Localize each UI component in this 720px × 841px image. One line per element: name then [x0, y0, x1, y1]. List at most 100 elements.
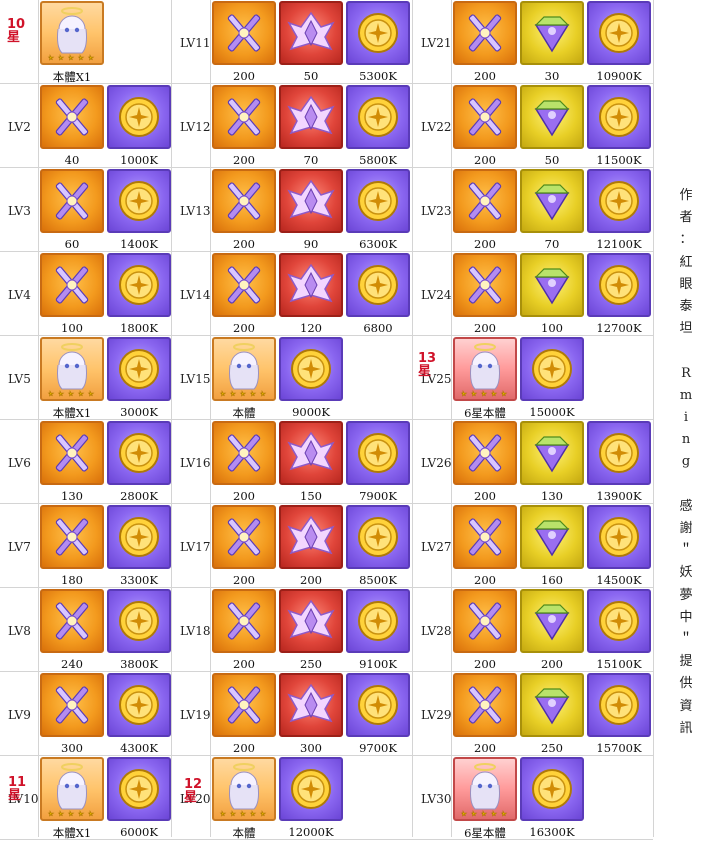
gold-coin-icon: [279, 757, 343, 821]
cost-value: 200: [233, 321, 255, 335]
cost-value: 300: [300, 741, 322, 755]
crossed-blades-icon: [40, 589, 104, 653]
winged-crystal-icon: [279, 673, 343, 737]
cost-value: 200: [474, 153, 496, 167]
credit-char: 者: [679, 210, 693, 226]
crossed-blades-icon: [453, 589, 517, 653]
row-divider: [172, 839, 413, 840]
cost-value: 15100K: [596, 657, 642, 671]
row-divider: [172, 587, 413, 588]
cost-value: 200: [474, 741, 496, 755]
cost-value: 30: [544, 69, 560, 83]
row-divider: [413, 83, 653, 84]
winged-crystal-icon: [279, 589, 343, 653]
cost-value: 200: [233, 573, 255, 587]
credit-char: 紅: [679, 254, 693, 270]
row-divider: [0, 839, 172, 840]
credit-char: [676, 340, 696, 362]
level-label: LV3: [8, 204, 31, 218]
level-label: LV7: [8, 540, 31, 554]
green-gem-icon: [520, 589, 584, 653]
row-divider: [413, 335, 653, 336]
cost-value: 60: [64, 237, 80, 251]
cost-value: 200: [300, 573, 322, 587]
row-divider: [172, 671, 413, 672]
row-divider: [0, 755, 172, 756]
credit-char: 妖: [679, 565, 693, 581]
green-gem-icon: [520, 673, 584, 737]
cost-value: 100: [541, 321, 563, 335]
level-label: LV20: [180, 792, 211, 806]
crossed-blades-icon: [453, 673, 517, 737]
cost-value: 200: [233, 489, 255, 503]
cost-value: 6000K: [120, 825, 158, 839]
row-divider: [413, 755, 653, 756]
level-label: LV24: [421, 288, 452, 302]
row-divider: [0, 503, 172, 504]
green-gem-icon: [520, 169, 584, 233]
gold-coin-icon: [587, 253, 651, 317]
crossed-blades-icon: [40, 673, 104, 737]
row-divider: [0, 671, 172, 672]
level-label: LV6: [8, 456, 31, 470]
level-label: LV4: [8, 288, 31, 302]
gold-coin-icon: [107, 421, 171, 485]
cost-value: 240: [61, 657, 83, 671]
gold-coin-icon: [587, 421, 651, 485]
gold-coin-icon: [107, 169, 171, 233]
character-portrait-icon: [212, 337, 276, 401]
cost-value: 13900K: [596, 489, 642, 503]
cost-value: 16300K: [529, 825, 575, 839]
gold-coin-icon: [107, 337, 171, 401]
cost-value: 130: [61, 489, 83, 503]
gold-coin-icon: [587, 85, 651, 149]
credit-char: ＂: [679, 632, 693, 648]
gold-coin-icon: [587, 589, 651, 653]
cost-value: 250: [300, 657, 322, 671]
character-portrait-icon: [453, 757, 517, 821]
level-label: LV21: [421, 36, 452, 50]
cost-value: 50: [544, 153, 560, 167]
cost-value: 7900K: [359, 489, 397, 503]
crossed-blades-icon: [40, 505, 104, 569]
character-portrait-icon: [40, 1, 104, 65]
level-label: LV5: [8, 372, 31, 386]
gold-coin-icon: [520, 337, 584, 401]
cost-value: 130: [541, 489, 563, 503]
credit-char: ：: [679, 232, 693, 248]
gold-coin-icon: [107, 85, 171, 149]
row-divider: [0, 167, 172, 168]
level-label: LV9: [8, 708, 31, 722]
cost-value: 3800K: [120, 657, 158, 671]
credit-char: 夢: [679, 587, 693, 603]
credit-char: n: [681, 432, 691, 448]
cost-value: 6300K: [359, 237, 397, 251]
gold-coin-icon: [587, 1, 651, 65]
gold-coin-icon: [346, 253, 410, 317]
gold-coin-icon: [346, 589, 410, 653]
cost-value: 5800K: [359, 153, 397, 167]
cost-value: 50: [303, 69, 319, 83]
level-label: LV10: [8, 792, 39, 806]
crossed-blades-icon: [40, 253, 104, 317]
credit-char: R: [681, 365, 691, 381]
credit-char: 供: [679, 676, 693, 692]
crossed-blades-icon: [453, 421, 517, 485]
cost-value: 9100K: [359, 657, 397, 671]
level-label: LV18: [180, 624, 211, 638]
level-label: LV30: [421, 792, 452, 806]
crossed-blades-icon: [40, 169, 104, 233]
cost-value: 200: [474, 489, 496, 503]
cost-value: 70: [544, 237, 560, 251]
green-gem-icon: [520, 85, 584, 149]
winged-crystal-icon: [279, 253, 343, 317]
cost-value: 2800K: [120, 489, 158, 503]
crossed-blades-icon: [453, 253, 517, 317]
cost-value: 200: [541, 657, 563, 671]
star-tier-note: 10 星: [7, 17, 26, 45]
cost-value: 3000K: [120, 405, 158, 419]
green-gem-icon: [520, 421, 584, 485]
row-divider: [172, 755, 413, 756]
cost-value: 250: [541, 741, 563, 755]
